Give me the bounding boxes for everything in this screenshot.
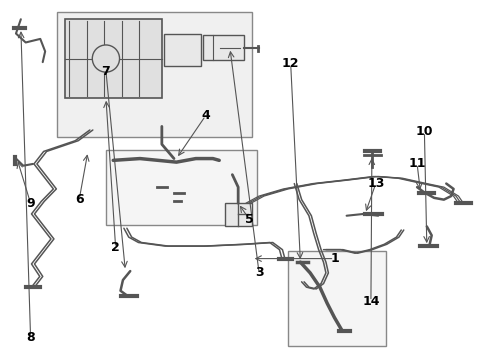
Text: 14: 14 [362,295,379,308]
Bar [224,203,251,226]
Bar [164,33,201,66]
Text: 10: 10 [415,125,432,138]
Text: 1: 1 [329,252,338,265]
Bar [287,251,385,346]
Text: 6: 6 [75,193,83,206]
Text: 9: 9 [26,197,35,210]
Text: 7: 7 [102,64,110,77]
Bar [57,12,251,137]
Circle shape [92,45,119,72]
Text: 2: 2 [111,241,120,255]
Text: 3: 3 [254,266,263,279]
Bar [203,35,244,60]
Text: 13: 13 [366,177,384,190]
Bar [64,19,162,98]
Text: 12: 12 [282,57,299,71]
Text: 11: 11 [407,157,425,170]
Bar [106,150,256,225]
Text: 5: 5 [244,213,253,226]
Text: 4: 4 [201,109,209,122]
Text: 8: 8 [26,331,35,344]
